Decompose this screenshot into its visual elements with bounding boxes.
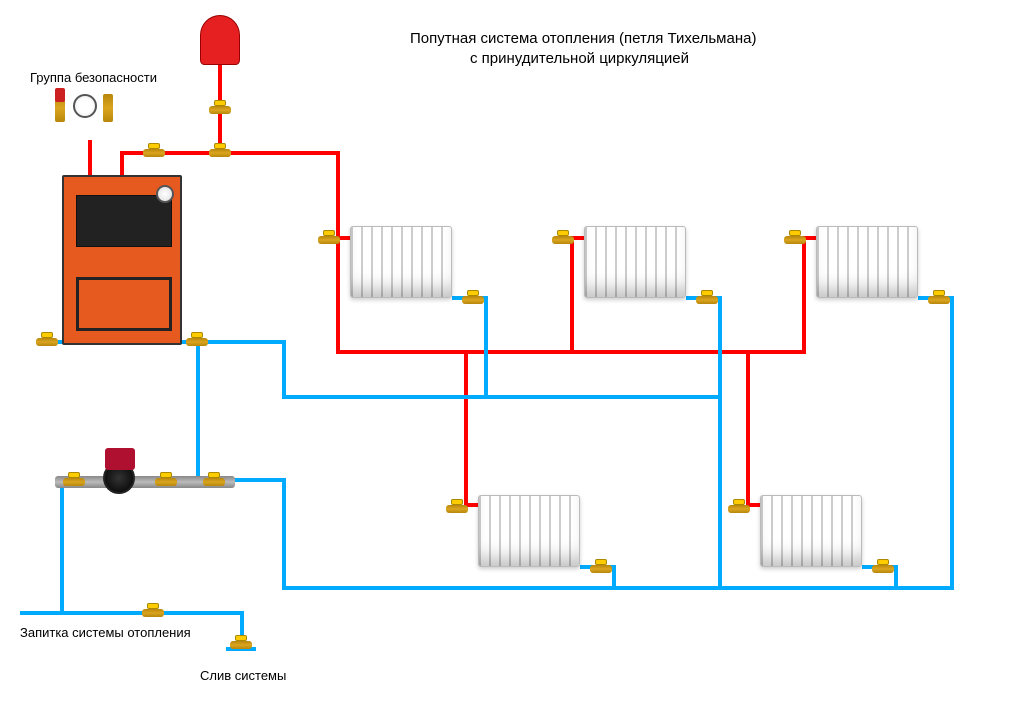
label-fill: Запитка системы отопления: [20, 625, 191, 640]
ball-valve: [784, 230, 806, 246]
pipe-return: [718, 296, 722, 399]
pipe-return: [282, 478, 286, 590]
pipe-return: [60, 518, 64, 613]
pipe-supply: [802, 236, 806, 354]
pipe-supply: [746, 350, 750, 505]
radiator-3: [816, 226, 918, 298]
pipe-return: [484, 296, 488, 399]
ball-valve: [36, 332, 58, 348]
ball-valve: [230, 635, 252, 651]
ball-valve: [318, 230, 340, 246]
ball-valve: [728, 499, 750, 515]
radiator-2: [584, 226, 686, 298]
pipe-supply: [88, 140, 92, 176]
pipe-supply: [120, 153, 124, 177]
boiler: [62, 175, 182, 345]
ball-valve: [186, 332, 208, 348]
pipe-supply: [464, 350, 468, 505]
ball-valve: [590, 559, 612, 575]
radiator-4: [478, 495, 580, 567]
ball-valve: [143, 143, 165, 159]
pipe-return: [282, 395, 722, 399]
ball-valve: [142, 603, 164, 619]
ball-valve: [462, 290, 484, 306]
ball-valve: [446, 499, 468, 515]
pipe-supply: [336, 151, 340, 238]
ball-valve: [872, 559, 894, 575]
pipe-return: [282, 586, 954, 590]
ball-valve: [209, 100, 231, 116]
ball-valve: [552, 230, 574, 246]
ball-valve: [696, 290, 718, 306]
pipe-supply: [570, 236, 574, 354]
pipe-return: [950, 296, 954, 590]
label-safety-group: Группа безопасности: [30, 70, 157, 85]
pipe-return: [282, 340, 286, 399]
radiator-5: [760, 495, 862, 567]
pipe-supply: [336, 236, 340, 354]
diagram-title-line1: Попутная система отопления (петля Тихель…: [410, 30, 756, 47]
radiator-1: [350, 226, 452, 298]
safety-group: [55, 88, 135, 148]
label-drain: Слив системы: [200, 668, 286, 683]
pipe-supply: [226, 151, 338, 155]
ball-valve: [928, 290, 950, 306]
circulation-pump: [55, 448, 235, 508]
pipe-supply: [782, 350, 806, 354]
ball-valve: [209, 143, 231, 159]
pipe-return: [20, 611, 242, 615]
diagram-title-line2: с принудительной циркуляцией: [470, 50, 689, 67]
pipe-return: [718, 395, 722, 590]
expansion-tank: [200, 15, 240, 65]
